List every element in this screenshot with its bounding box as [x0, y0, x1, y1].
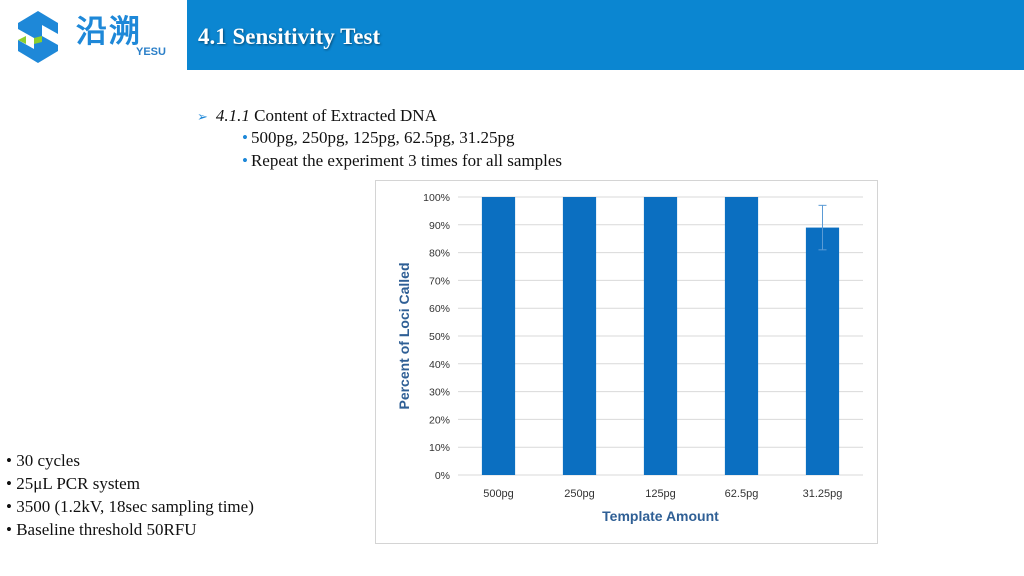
y-tick-label: 90%: [429, 220, 450, 232]
section-bullet: • Repeat the experiment 3 times for all s…: [242, 151, 563, 170]
condition-item: • 30 cycles: [6, 451, 80, 470]
page-title: 4.1 Sensitivity Test: [198, 24, 381, 49]
section-number: 4.1.1: [215, 106, 250, 125]
condition-item: • 3500 (1.2kV, 18sec sampling time): [6, 497, 254, 516]
bar: [643, 197, 678, 475]
section-title: Content of Extracted DNA: [254, 106, 437, 125]
y-tick-label: 30%: [429, 387, 450, 399]
logo-english-text: YESU: [136, 46, 166, 58]
bar: [562, 197, 597, 475]
y-tick-label: 10%: [429, 442, 450, 454]
condition-item: • 25μL PCR system: [6, 474, 140, 493]
condition-item: • Baseline threshold 50RFU: [6, 520, 197, 539]
x-tick-label: 500pg: [483, 488, 514, 500]
bar-chart: 0% 10% 20% 30% 40% 50% 60% 70% 80% 90% 100% 500pg 25…: [396, 192, 863, 524]
y-tick-label: 0%: [435, 470, 450, 482]
y-axis-label: Percent of Loci Called: [396, 262, 412, 409]
logo-area: 沿溯 YESU: [0, 0, 187, 70]
y-tick-label: 40%: [429, 359, 450, 371]
header-bar: 4.1 Sensitivity Test: [187, 0, 1024, 70]
bar: [805, 227, 840, 475]
y-tick-label: 100%: [423, 192, 450, 204]
x-axis-label: Template Amount: [602, 508, 719, 524]
section-heading: ➢ 4.1.1 Content of Extracted DNA: [197, 104, 437, 129]
y-tick-label: 50%: [429, 331, 450, 343]
x-tick-label: 125pg: [645, 488, 676, 500]
conditions-list: • 30 cycles • 25μL PCR system • 3500 (1.…: [6, 449, 254, 541]
bullet-dot-icon: •: [242, 151, 248, 170]
yesu-logo-icon: [18, 11, 58, 63]
x-tick-label: 62.5pg: [725, 488, 759, 500]
chart-container: 0% 10% 20% 30% 40% 50% 60% 70% 80% 90% 100% 500pg 25…: [375, 180, 878, 544]
y-tick-label: 80%: [429, 248, 450, 260]
bar: [724, 197, 759, 475]
y-tick-label: 60%: [429, 303, 450, 315]
bar: [481, 197, 516, 475]
section-bullet: • 500pg, 250pg, 125pg, 62.5pg, 31.25pg: [242, 128, 515, 147]
arrow-bullet-icon: ➢: [197, 110, 208, 125]
y-tick-label: 70%: [429, 275, 450, 287]
x-tick-label: 250pg: [564, 488, 595, 500]
y-tick-label: 20%: [429, 414, 450, 426]
x-tick-label: 31.25pg: [803, 488, 843, 500]
logo-chinese-text: 沿溯: [76, 14, 142, 50]
bullet-dot-icon: •: [242, 128, 248, 147]
